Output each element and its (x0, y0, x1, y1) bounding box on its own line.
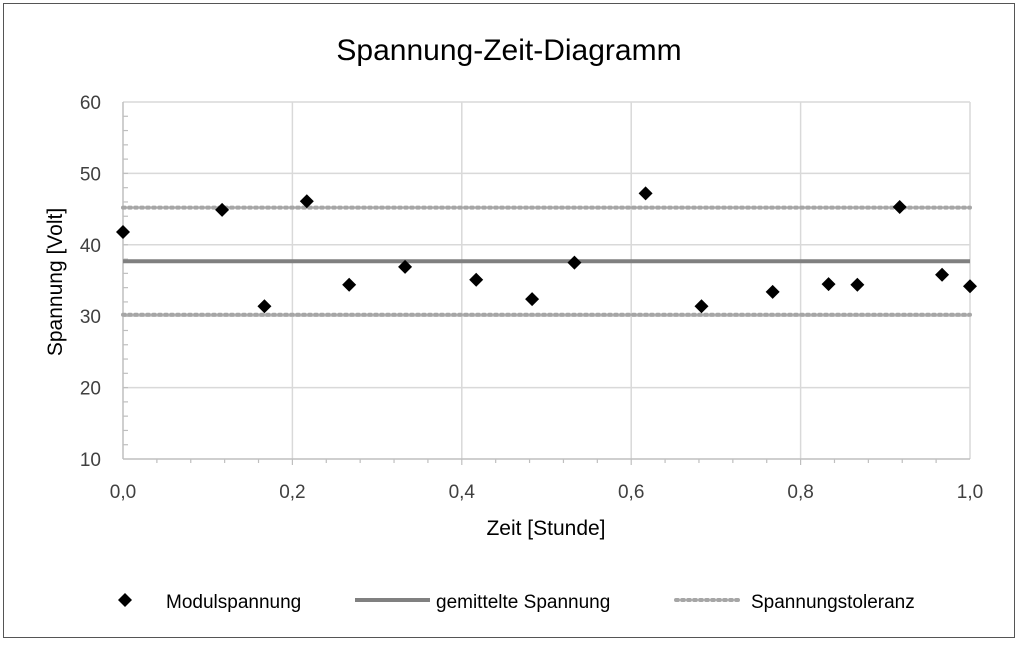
y-axis-title: Spannung [Volt] (44, 208, 67, 356)
chart-frame (3, 3, 1015, 638)
data-point-modulspannung (299, 194, 314, 209)
data-point-modulspannung (567, 255, 582, 270)
x-tick-label: 0,0 (110, 482, 136, 503)
axes (122, 102, 970, 465)
legend-label-modulspannung: Modulspannung (166, 592, 301, 613)
data-point-modulspannung (765, 284, 780, 299)
data-point-modulspannung (694, 299, 709, 314)
legend-marker-modulspannung (118, 593, 132, 607)
data-point-modulspannung (892, 199, 907, 214)
y-tick-label: 30 (80, 307, 101, 328)
grid (123, 101, 971, 459)
data-point-modulspannung (469, 272, 484, 287)
data-point-modulspannung (215, 202, 230, 217)
x-tick-label: 0,2 (279, 482, 305, 503)
data-point-modulspannung (525, 292, 540, 307)
x-axis-title: Zeit [Stunde] (486, 517, 605, 540)
tick-labels: 0,0 0,2 0,4 0,6 0,8 1,0 10 20 30 40 50 60 (80, 93, 983, 503)
chart-title: Spannung-Zeit-Diagramm (336, 34, 681, 67)
y-tick-label: 10 (80, 450, 101, 471)
y-tick-label: 20 (80, 379, 101, 400)
data-points (116, 186, 977, 314)
data-point-modulspannung (116, 224, 130, 239)
x-tick-label: 1,0 (957, 482, 983, 503)
reference-lines (121, 205, 972, 317)
y-tick-label: 60 (80, 93, 101, 114)
data-point-modulspannung (398, 259, 413, 274)
y-tick-label: 40 (80, 236, 101, 257)
x-tick-label: 0,6 (618, 482, 644, 503)
x-tick-label: 0,4 (449, 482, 476, 503)
data-point-modulspannung (257, 299, 272, 314)
data-point-modulspannung (935, 267, 950, 282)
data-point-modulspannung (963, 279, 977, 294)
legend-label-gemittelte-spannung: gemittelte Spannung (436, 592, 610, 613)
y-tick-label: 50 (80, 164, 101, 185)
x-tick-label: 0,8 (787, 482, 813, 503)
data-point-modulspannung (342, 277, 357, 292)
data-point-modulspannung (850, 277, 865, 292)
data-point-modulspannung (821, 277, 836, 292)
legend-label-spannungstoleranz: Spannungstoleranz (751, 592, 915, 613)
legend: Modulspannung gemittelte Spannung Spannu… (118, 592, 915, 613)
data-point-modulspannung (638, 186, 653, 201)
